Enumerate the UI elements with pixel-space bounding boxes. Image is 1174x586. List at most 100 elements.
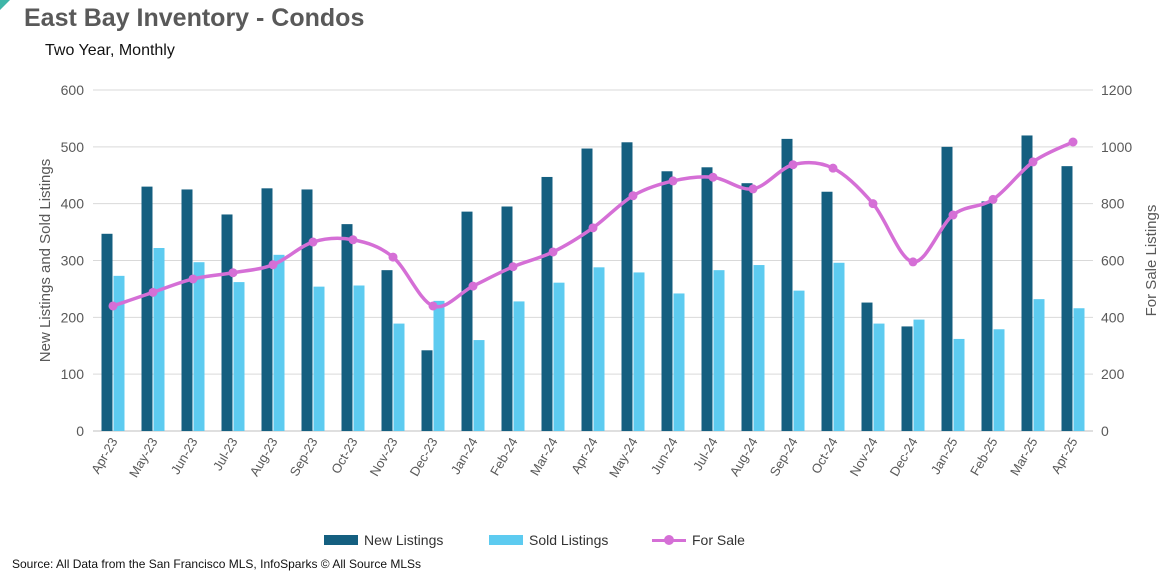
bar-sold-listings	[193, 262, 205, 431]
legend-new-listings: New Listings	[324, 532, 443, 548]
x-tick-label: Nov-24	[847, 435, 881, 479]
x-tick-label: Feb-24	[487, 435, 521, 478]
y2-tick-label: 0	[1101, 423, 1109, 439]
bar-sold-listings	[313, 286, 325, 431]
x-tick-label: Apr-24	[568, 435, 601, 476]
bar-sold-listings	[1073, 308, 1085, 431]
x-tick-label: Mar-24	[527, 435, 561, 478]
bar-new-listings	[1061, 166, 1073, 431]
y2-tick-label: 200	[1101, 366, 1125, 382]
point-for-sale	[708, 172, 718, 182]
bar-new-listings	[581, 148, 593, 431]
point-for-sale	[588, 223, 598, 233]
point-for-sale	[868, 199, 878, 209]
legend-swatch-for-sale	[652, 535, 686, 545]
bar-new-listings	[741, 183, 753, 431]
point-for-sale	[348, 235, 358, 245]
legend-swatch-sold-listings	[489, 535, 523, 545]
bar-new-listings	[381, 270, 393, 431]
bar-sold-listings	[833, 262, 845, 431]
corner-decoration	[0, 0, 10, 10]
bar-sold-listings	[393, 323, 405, 431]
bar-sold-listings	[993, 329, 1005, 431]
legend-sold-listings: Sold Listings	[489, 532, 608, 548]
legend-label-for-sale: For Sale	[692, 532, 745, 548]
x-tick-label: Oct-23	[328, 435, 360, 476]
bar-new-listings	[301, 189, 313, 431]
point-for-sale	[828, 163, 838, 173]
x-tick-label: Jul-23	[210, 435, 241, 473]
x-tick-label: Oct-24	[808, 435, 840, 476]
point-for-sale	[428, 301, 438, 311]
x-tick-label: Sep-24	[767, 435, 801, 479]
y-tick-label: 300	[61, 253, 85, 269]
bar-new-listings	[901, 326, 913, 431]
bar-new-listings	[341, 224, 353, 431]
bar-sold-listings	[353, 285, 365, 431]
y-tick-label: 0	[76, 423, 84, 439]
bar-new-listings	[501, 206, 513, 431]
bar-sold-listings	[793, 290, 805, 431]
bar-new-listings	[541, 176, 553, 431]
point-for-sale	[548, 247, 558, 257]
y-axis-label: New Listings and Sold Listings	[37, 159, 54, 362]
point-for-sale	[908, 257, 918, 267]
point-for-sale	[948, 210, 958, 220]
legend-label-new-listings: New Listings	[364, 532, 444, 548]
x-tick-label: Sep-23	[287, 435, 321, 479]
bar-sold-listings	[433, 300, 445, 431]
bar-sold-listings	[673, 293, 685, 431]
bar-sold-listings	[753, 265, 765, 431]
chart-legend: New Listings Sold Listings For Sale	[0, 532, 1174, 552]
bar-new-listings	[861, 302, 873, 431]
bar-new-listings	[821, 191, 833, 431]
x-tick-label: May-24	[606, 435, 641, 480]
point-for-sale	[788, 160, 798, 170]
bar-sold-listings	[153, 247, 165, 431]
x-tick-label: Jun-24	[648, 435, 681, 477]
x-tick-label: Apr-25	[1048, 435, 1081, 476]
bar-sold-listings	[913, 319, 925, 431]
chart-subtitle: Two Year, Monthly	[45, 42, 175, 59]
bar-new-listings	[181, 189, 193, 431]
bar-new-listings	[701, 167, 713, 431]
x-tick-label: Dec-24	[887, 435, 921, 479]
y-tick-label: 500	[61, 139, 85, 155]
x-tick-label: Dec-23	[407, 435, 441, 479]
bar-new-listings	[941, 146, 953, 432]
point-for-sale	[748, 184, 758, 194]
x-tick-label: Aug-24	[727, 435, 761, 479]
y2-tick-label: 1200	[1101, 82, 1132, 98]
bar-new-listings	[1021, 135, 1033, 431]
bar-new-listings	[621, 142, 633, 431]
point-for-sale	[988, 194, 998, 204]
point-for-sale	[508, 262, 518, 272]
point-for-sale	[228, 268, 238, 278]
bar-sold-listings	[593, 267, 605, 431]
y-tick-label: 400	[61, 196, 85, 212]
legend-label-sold-listings: Sold Listings	[529, 532, 609, 548]
x-tick-label: Jul-24	[690, 435, 721, 473]
legend-swatch-new-listings	[324, 535, 358, 545]
bar-new-listings	[221, 214, 233, 431]
x-tick-label: Jan-25	[928, 435, 961, 477]
bar-sold-listings	[513, 301, 525, 431]
point-for-sale	[308, 237, 318, 247]
point-for-sale	[1028, 157, 1038, 167]
bar-sold-listings	[233, 282, 245, 431]
y2-tick-label: 400	[1101, 309, 1125, 325]
source-note: Source: All Data from the San Francisco …	[12, 557, 422, 571]
y2-tick-label: 800	[1101, 196, 1125, 212]
bar-new-listings	[141, 186, 153, 431]
bar-new-listings	[421, 350, 433, 431]
point-for-sale	[108, 301, 118, 311]
bar-new-listings	[101, 233, 113, 431]
bar-sold-listings	[473, 340, 485, 431]
bar-sold-listings	[113, 275, 125, 431]
x-tick-label: Feb-25	[967, 435, 1001, 478]
bar-sold-listings	[273, 254, 285, 431]
bar-new-listings	[261, 188, 273, 431]
bar-new-listings	[661, 171, 673, 431]
x-tick-label: Jun-23	[168, 435, 201, 477]
